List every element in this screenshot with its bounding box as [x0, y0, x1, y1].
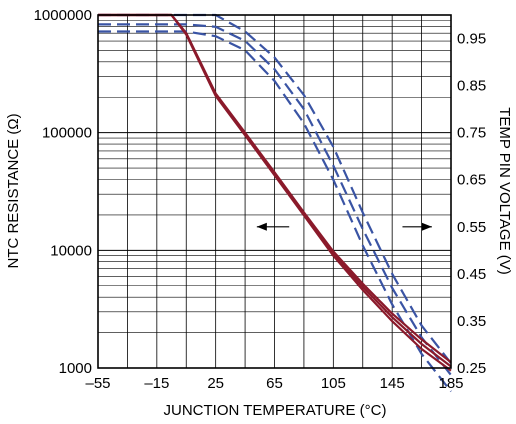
y-right-axis-title: TEMP PIN VOLTAGE (V): [496, 107, 513, 275]
y-left-tick-labels: 1000 10000 100000 1000000: [34, 7, 92, 377]
y-right-tick-label: 0.55: [457, 219, 486, 236]
y-left-tick-label: 1000: [59, 360, 92, 377]
y-right-tick-label: 0.45: [457, 266, 486, 283]
arrow-right-icon: [421, 222, 432, 231]
plot-frame: [97, 14, 452, 369]
x-tick-labels: –55 –15 25 65 105 145 185: [85, 375, 463, 392]
y-left-axis-title: NTC RESISTANCE (Ω): [5, 113, 22, 268]
y-right-tick-label: 0.25: [457, 360, 486, 377]
y-right-tick-label: 0.75: [457, 125, 486, 142]
x-tick-label: 145: [380, 375, 405, 392]
y-left-tick-label: 100000: [42, 125, 92, 142]
y-left-tick-label: 10000: [50, 242, 92, 259]
y-right-tick-label: 0.85: [457, 78, 486, 95]
x-tick-label: 25: [207, 375, 224, 392]
x-tick-label: –15: [144, 375, 169, 392]
y-right-tick-label: 0.35: [457, 313, 486, 330]
y-right-tick-labels: 0.25 0.35 0.45 0.55 0.65 0.75 0.85 0.95: [457, 31, 486, 377]
x-tick-label: –55: [85, 375, 110, 392]
arrow-annotations: [256, 222, 432, 231]
arrow-left-icon: [256, 222, 267, 231]
voltage-curve: [98, 30, 452, 393]
x-tick-label: 185: [438, 375, 463, 392]
y-right-tick-label: 0.95: [457, 31, 486, 48]
y-left-tick-label: 1000000: [34, 7, 92, 24]
x-tick-label: 105: [321, 375, 346, 392]
x-axis-title: JUNCTION TEMPERATURE (°C): [164, 402, 387, 419]
resistance-curve: [98, 13, 452, 372]
y-right-tick-label: 0.65: [457, 172, 486, 189]
voltage-curve: [98, 23, 452, 376]
x-tick-label: 65: [266, 375, 283, 392]
